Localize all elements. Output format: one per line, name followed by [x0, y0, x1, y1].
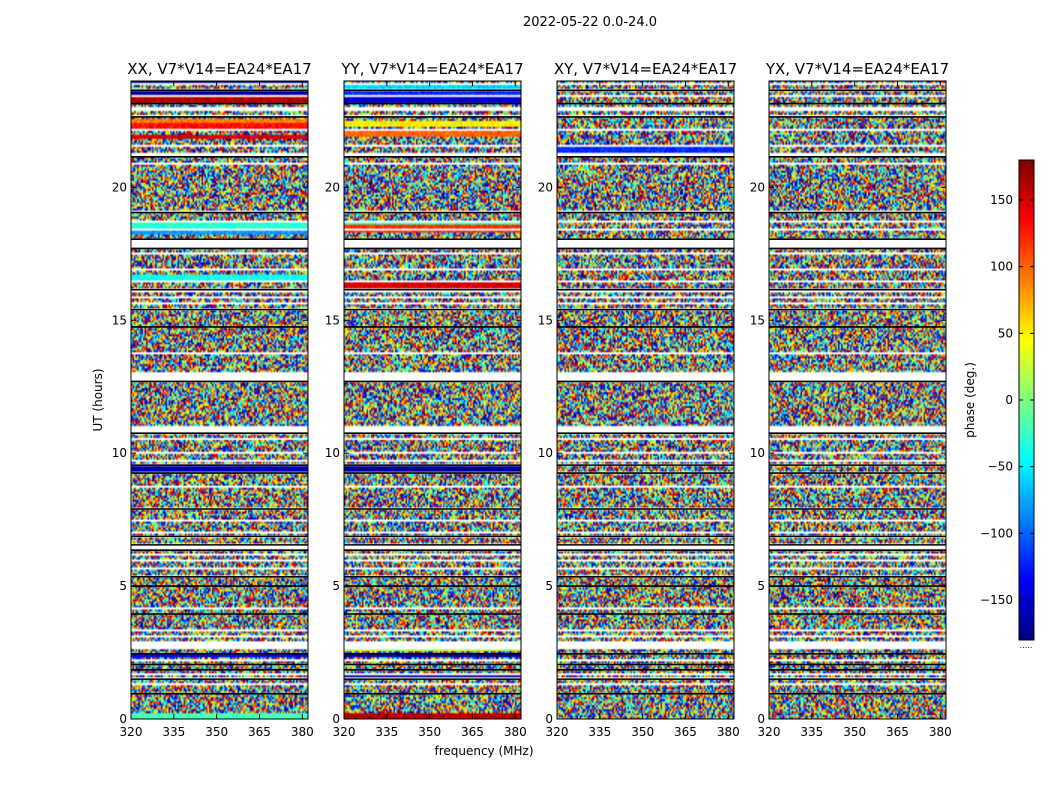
x-tick-label: 320	[333, 725, 356, 739]
panel-title: YY, V7*V14=EA24*EA17	[340, 60, 523, 78]
x-tick-label: 380	[504, 725, 527, 739]
y-tick-label: 0	[545, 712, 553, 726]
x-tick-label: 335	[162, 725, 185, 739]
y-tick-label: 10	[112, 446, 127, 460]
y-axis-label: UT (hours)	[91, 368, 105, 431]
panel-0: XX, V7*V14=EA24*EA17 320 335 350 365 380 0 5 10 1…	[112, 60, 314, 739]
panel-frame	[130, 80, 309, 720]
panel-title: XX, V7*V14=EA24*EA17	[127, 60, 311, 78]
y-tick-label: 0	[119, 712, 127, 726]
y-tick-label: 0	[757, 712, 765, 726]
y-tick-label: 10	[325, 446, 340, 460]
panel-3: YX, V7*V14=EA24*EA17 320 335 350 365 380 0 5 10 1…	[750, 60, 952, 739]
colorbar-tick-label: 0	[1005, 393, 1013, 407]
x-tick-label: 350	[418, 725, 441, 739]
y-tick-label: 5	[545, 579, 553, 593]
x-tick-label: 365	[461, 725, 484, 739]
x-tick-label: 365	[674, 725, 697, 739]
panels: XX, V7*V14=EA24*EA17 320 335 350 365 380 0 5 10 1…	[112, 60, 952, 739]
x-tick-label: 380	[291, 725, 314, 739]
colorbar-tick-label: 150	[990, 193, 1013, 207]
x-tick-label: 380	[717, 725, 740, 739]
y-tick-label: 15	[112, 313, 127, 327]
x-tick-label: 320	[546, 725, 569, 739]
x-tick-label: 350	[843, 725, 866, 739]
y-tick-label: 5	[757, 579, 765, 593]
figure-suptitle: 2022-05-22 0.0-24.0	[523, 15, 657, 30]
panel-frame	[556, 80, 735, 720]
y-tick-label: 20	[112, 180, 127, 194]
panel-title: XY, V7*V14=EA24*EA17	[554, 60, 737, 78]
colorbar-gradient	[1019, 160, 1034, 640]
x-tick-label: 320	[120, 725, 143, 739]
heatmap-image-3	[769, 81, 946, 719]
colorbar-label: phase (deg.)	[963, 362, 977, 438]
x-tick-label: 335	[588, 725, 611, 739]
heatmap-image-0	[131, 81, 308, 719]
panel-1: YY, V7*V14=EA24*EA17 320 335 350 365 380 0 5 10 1…	[325, 60, 527, 739]
y-tick-label: 15	[538, 313, 553, 327]
y-tick-label: 5	[119, 579, 127, 593]
x-tick-label: 320	[758, 725, 781, 739]
y-tick-label: 20	[325, 180, 340, 194]
y-tick-label: 0	[332, 712, 340, 726]
y-tick-label: 15	[325, 313, 340, 327]
panel-frame	[768, 80, 947, 720]
x-tick-label: 365	[248, 725, 271, 739]
heatmap-image-2	[557, 81, 734, 719]
x-tick-label: 350	[631, 725, 654, 739]
x-tick-label: 350	[205, 725, 228, 739]
x-axis-label: frequency (MHz)	[434, 744, 533, 758]
y-tick-label: 10	[538, 446, 553, 460]
x-tick-label: 335	[375, 725, 398, 739]
colorbar-under-label: .....	[1020, 641, 1033, 650]
colorbar-tick-label: −50	[988, 460, 1013, 474]
heatmap-image-1	[344, 81, 521, 719]
x-tick-label: 335	[800, 725, 823, 739]
colorbar-tick-label: −150	[980, 593, 1013, 607]
colorbar: −150 −100 −50 0 50 100 150	[980, 159, 1035, 641]
x-tick-label: 365	[886, 725, 909, 739]
colorbar-tick-label: −100	[980, 526, 1013, 540]
colorbar-tick-label: 50	[998, 326, 1013, 340]
y-tick-label: 20	[750, 180, 765, 194]
colorbar-tick-label: 100	[990, 260, 1013, 274]
x-tick-label: 380	[929, 725, 952, 739]
panel-title: YX, V7*V14=EA24*EA17	[765, 60, 949, 78]
y-tick-label: 10	[750, 446, 765, 460]
panel-frame	[343, 80, 522, 720]
y-tick-label: 15	[750, 313, 765, 327]
panel-2: XY, V7*V14=EA24*EA17 320 335 350 365 380 0 5 10 1…	[538, 60, 740, 739]
y-tick-label: 5	[332, 579, 340, 593]
y-tick-label: 20	[538, 180, 553, 194]
